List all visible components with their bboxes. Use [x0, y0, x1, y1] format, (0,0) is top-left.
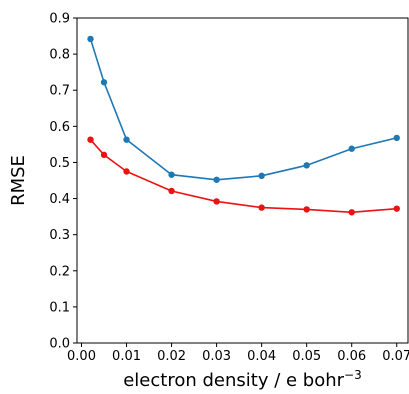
series-1-point [393, 134, 400, 142]
series-2-point [213, 198, 220, 205]
x-tick-label: 0.07 [382, 349, 409, 364]
x-tick-label: 0.00 [67, 349, 96, 364]
y-axis-title: RMSE [8, 155, 29, 206]
series-2-point [168, 187, 175, 195]
plot-frame [76, 17, 409, 344]
series-2-point [100, 151, 108, 159]
series-1-point [168, 171, 175, 178]
y-tick-label: 0.0 [49, 337, 70, 352]
y-tick-label: 0.4 [49, 192, 70, 207]
series-2-point [393, 205, 400, 212]
series-layer [87, 35, 400, 216]
series-2-point [348, 209, 355, 216]
x-axis-title: electron density / e bohr−3 [123, 368, 362, 391]
series-2-point [87, 136, 94, 143]
series-1-point [348, 145, 355, 152]
x-tick-label: 0.04 [247, 349, 276, 364]
y-tick-label: 0.8 [49, 48, 70, 63]
series-2-point [303, 206, 310, 213]
series-1-line [89, 38, 397, 181]
y-tick-label: 0.5 [49, 156, 70, 171]
x-axis-title-superscript: −3 [344, 368, 362, 382]
x-axis-title-text: electron density / e bohr [123, 370, 344, 391]
series-2-point [123, 168, 130, 175]
series-1-point [87, 35, 94, 43]
x-tick-label: 0.03 [202, 349, 231, 364]
y-tick-label: 0.7 [49, 84, 70, 99]
x-tick-label: 0.02 [157, 349, 186, 364]
series-1-point [213, 176, 220, 183]
y-tick-label: 0.2 [49, 264, 70, 279]
x-tick-label: 0.01 [112, 349, 141, 364]
series-1-point [123, 136, 130, 143]
plot-area [76, 17, 409, 344]
x-tick-label: 0.06 [337, 349, 366, 364]
x-axis-ticks: 0.00 0.01 0.02 0.03 0.04 0.05 0.06 0.07 [67, 343, 409, 364]
y-tick-label: 0.9 [49, 12, 70, 27]
y-tick-label: 0.3 [49, 228, 70, 243]
y-tick-label: 0.1 [49, 300, 70, 315]
series-1-point [258, 172, 265, 180]
series-1-point [303, 162, 310, 169]
series-1-point [100, 79, 108, 86]
x-tick-label: 0.05 [292, 349, 321, 364]
y-tick-label: 0.6 [49, 120, 70, 135]
y-axis-ticks: 0.0 0.1 0.2 0.3 0.4 0.5 0.6 0.7 0.8 0.9 [49, 12, 77, 352]
series-2-point [258, 204, 265, 211]
